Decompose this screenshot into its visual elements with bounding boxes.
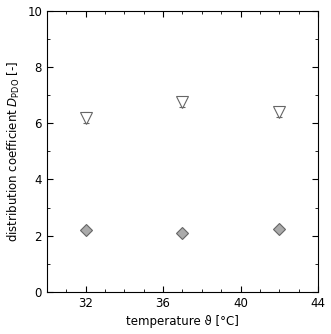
Y-axis label: distribution coefficient $D_{\mathrm{PDO}}$ [-]: distribution coefficient $D_{\mathrm{PDO… (6, 61, 22, 242)
X-axis label: temperature ϑ [°C]: temperature ϑ [°C] (126, 315, 239, 328)
